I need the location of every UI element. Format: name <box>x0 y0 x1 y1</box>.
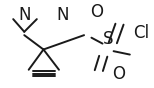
Text: O: O <box>90 3 103 21</box>
Text: S: S <box>102 30 113 48</box>
Text: O: O <box>112 65 125 83</box>
Text: N: N <box>18 6 30 24</box>
Text: Cl: Cl <box>134 24 150 42</box>
Text: N: N <box>56 6 69 24</box>
